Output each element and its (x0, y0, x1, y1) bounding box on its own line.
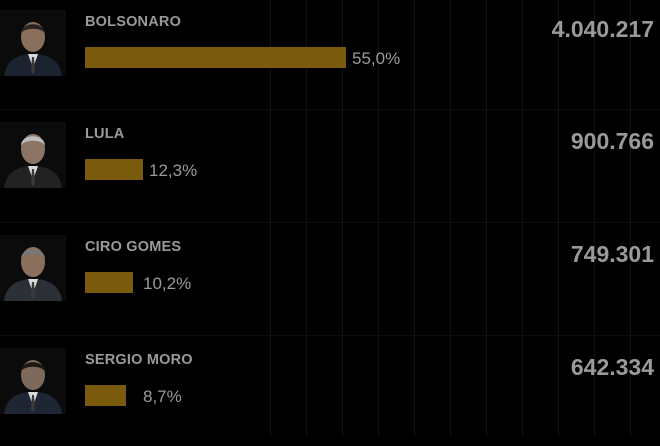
row-divider (0, 109, 660, 110)
poll-results-chart: BOLSONARO 55,0% 4.040.217 LULA 12,3% 900.766 C… (0, 0, 660, 437)
grid-line (414, 0, 415, 437)
candidate-name: CIRO GOMES (85, 239, 182, 255)
vote-share-bar (85, 385, 126, 406)
vote-count: 4.040.217 (551, 16, 654, 42)
vote-count: 642.334 (570, 354, 654, 380)
vote-share-label: 12,3% (149, 161, 198, 180)
grid-line (558, 0, 559, 437)
vote-share-bar (85, 272, 133, 293)
grid-line (270, 0, 271, 437)
vote-share-label: 10,2% (143, 274, 192, 293)
grid-line (486, 0, 487, 437)
candidate-photo-icon (0, 122, 66, 188)
row-divider (0, 335, 660, 336)
vote-share-label: 8,7% (143, 387, 182, 406)
grid-line (306, 0, 307, 437)
grid-line (378, 0, 379, 437)
grid-line (630, 0, 631, 437)
row-divider (0, 222, 660, 223)
grid-line (522, 0, 523, 437)
vote-count: 749.301 (570, 241, 654, 267)
candidate-name: SERGIO MORO (85, 352, 193, 368)
candidate-photo-icon (0, 235, 66, 301)
vote-share-bar (85, 159, 143, 180)
grid-line (594, 0, 595, 437)
candidate-name: BOLSONARO (85, 14, 182, 30)
candidate-avatar (0, 235, 66, 301)
vote-share-bar (85, 47, 346, 68)
candidate-row: BOLSONARO 55,0% 4.040.217 (0, 0, 660, 108)
vote-count: 900.766 (570, 128, 654, 154)
grid-line (342, 0, 343, 437)
candidate-avatar (0, 348, 66, 414)
candidate-photo-icon (0, 348, 66, 414)
candidate-row: LULA 12,3% 900.766 (0, 112, 660, 220)
candidate-row: CIRO GOMES 10,2% 749.301 (0, 225, 660, 333)
candidate-photo-icon (0, 10, 66, 76)
candidate-name: LULA (85, 126, 125, 142)
grid-line (450, 0, 451, 437)
candidate-avatar (0, 122, 66, 188)
candidate-avatar (0, 10, 66, 76)
vote-share-label: 55,0% (352, 49, 401, 68)
candidate-row: SERGIO MORO 8,7% 642.334 (0, 338, 660, 446)
